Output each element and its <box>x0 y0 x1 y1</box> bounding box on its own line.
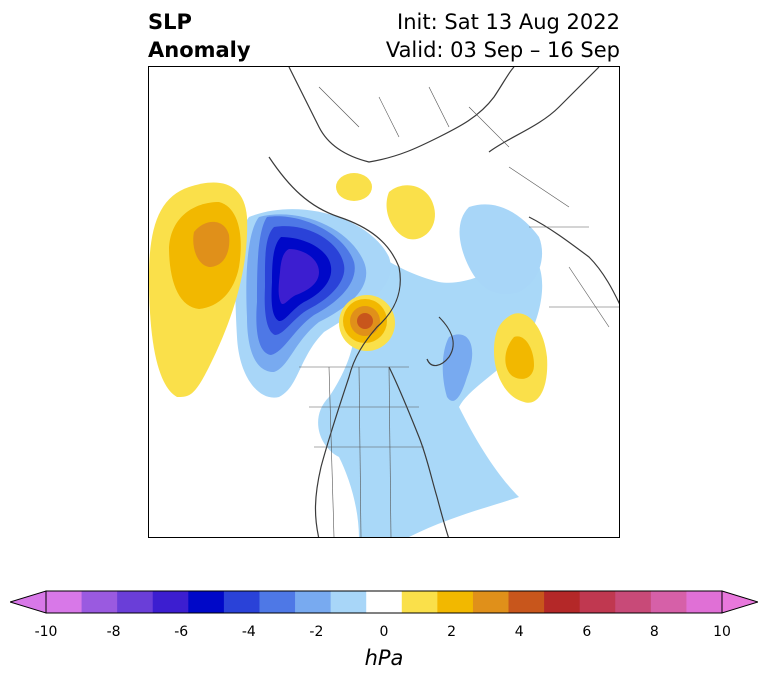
colorbar-segment <box>401 591 438 613</box>
negative-anomaly-eurasia <box>459 204 543 295</box>
colorbar-segment <box>295 591 332 613</box>
colorbar-segment <box>437 591 474 613</box>
title-type: Anomaly <box>148 38 251 62</box>
map-canvas <box>149 67 619 537</box>
colorbar-tick-label: -2 <box>309 624 324 640</box>
colorbar-tick-label: 2 <box>447 624 457 640</box>
map-subtitle: Init: Sat 13 Aug 2022 Valid: 03 Sep – 16… <box>386 8 620 64</box>
colorbar <box>10 590 758 614</box>
colorbar-segment <box>615 591 652 613</box>
colorbar-segment <box>366 591 403 613</box>
colorbar-segment <box>152 591 189 613</box>
map-title: SLP Anomaly <box>148 8 251 64</box>
negative-anomaly-atlantic-core <box>442 334 473 401</box>
colorbar-segment <box>117 591 154 613</box>
colorbar-segment <box>188 591 225 613</box>
colorbar-segment <box>544 591 581 613</box>
colorbar-tick-label: -10 <box>34 624 58 640</box>
colorbar-ticks: -10 -8 -6 -4 -2 0 2 4 6 8 10 <box>0 624 768 644</box>
colorbar-segment <box>686 591 723 613</box>
colorbar-segment <box>650 591 687 613</box>
coastlines <box>268 67 619 537</box>
positive-anomaly-arctic-a <box>336 173 372 201</box>
colorbar-segment <box>472 591 510 613</box>
colorbar-tick-label: 8 <box>649 624 659 640</box>
positive-anomaly-north-atlantic <box>494 313 548 403</box>
anomaly-map <box>148 66 620 538</box>
colorbar-segment <box>579 591 616 613</box>
valid-range: Valid: 03 Sep – 16 Sep <box>385 38 620 62</box>
positive-anomaly-arctic-b <box>386 185 435 240</box>
colorbar-tick-label: -8 <box>106 624 121 640</box>
colorbar-tick-label: 6 <box>582 624 592 640</box>
colorbar-label: hPa <box>364 646 404 670</box>
colorbar-extend-low <box>10 590 47 614</box>
borders <box>299 86 619 537</box>
colorbar-extend-high <box>721 590 758 614</box>
colorbar-tick-label: -6 <box>174 624 189 640</box>
init-date: Init: Sat 13 Aug 2022 <box>397 10 620 34</box>
colorbar-segment <box>330 591 367 613</box>
title-variable: SLP <box>148 10 192 34</box>
colorbar-tick-label: -4 <box>241 624 256 640</box>
colorbar-tick-label: 0 <box>379 624 389 640</box>
colorbar-segment <box>508 591 545 613</box>
colorbar-segment <box>81 591 118 613</box>
colorbar-segment <box>223 591 260 613</box>
colorbar-tick-label: 10 <box>713 624 731 640</box>
colorbar-segment <box>259 591 296 613</box>
positive-anomaly-north-pacific <box>149 182 248 397</box>
negative-anomaly-north-america <box>235 209 391 398</box>
colorbar-segment <box>46 591 83 613</box>
positive-anomaly-hudson-bay <box>339 295 395 351</box>
colorbar-tick-label: 4 <box>514 624 524 640</box>
